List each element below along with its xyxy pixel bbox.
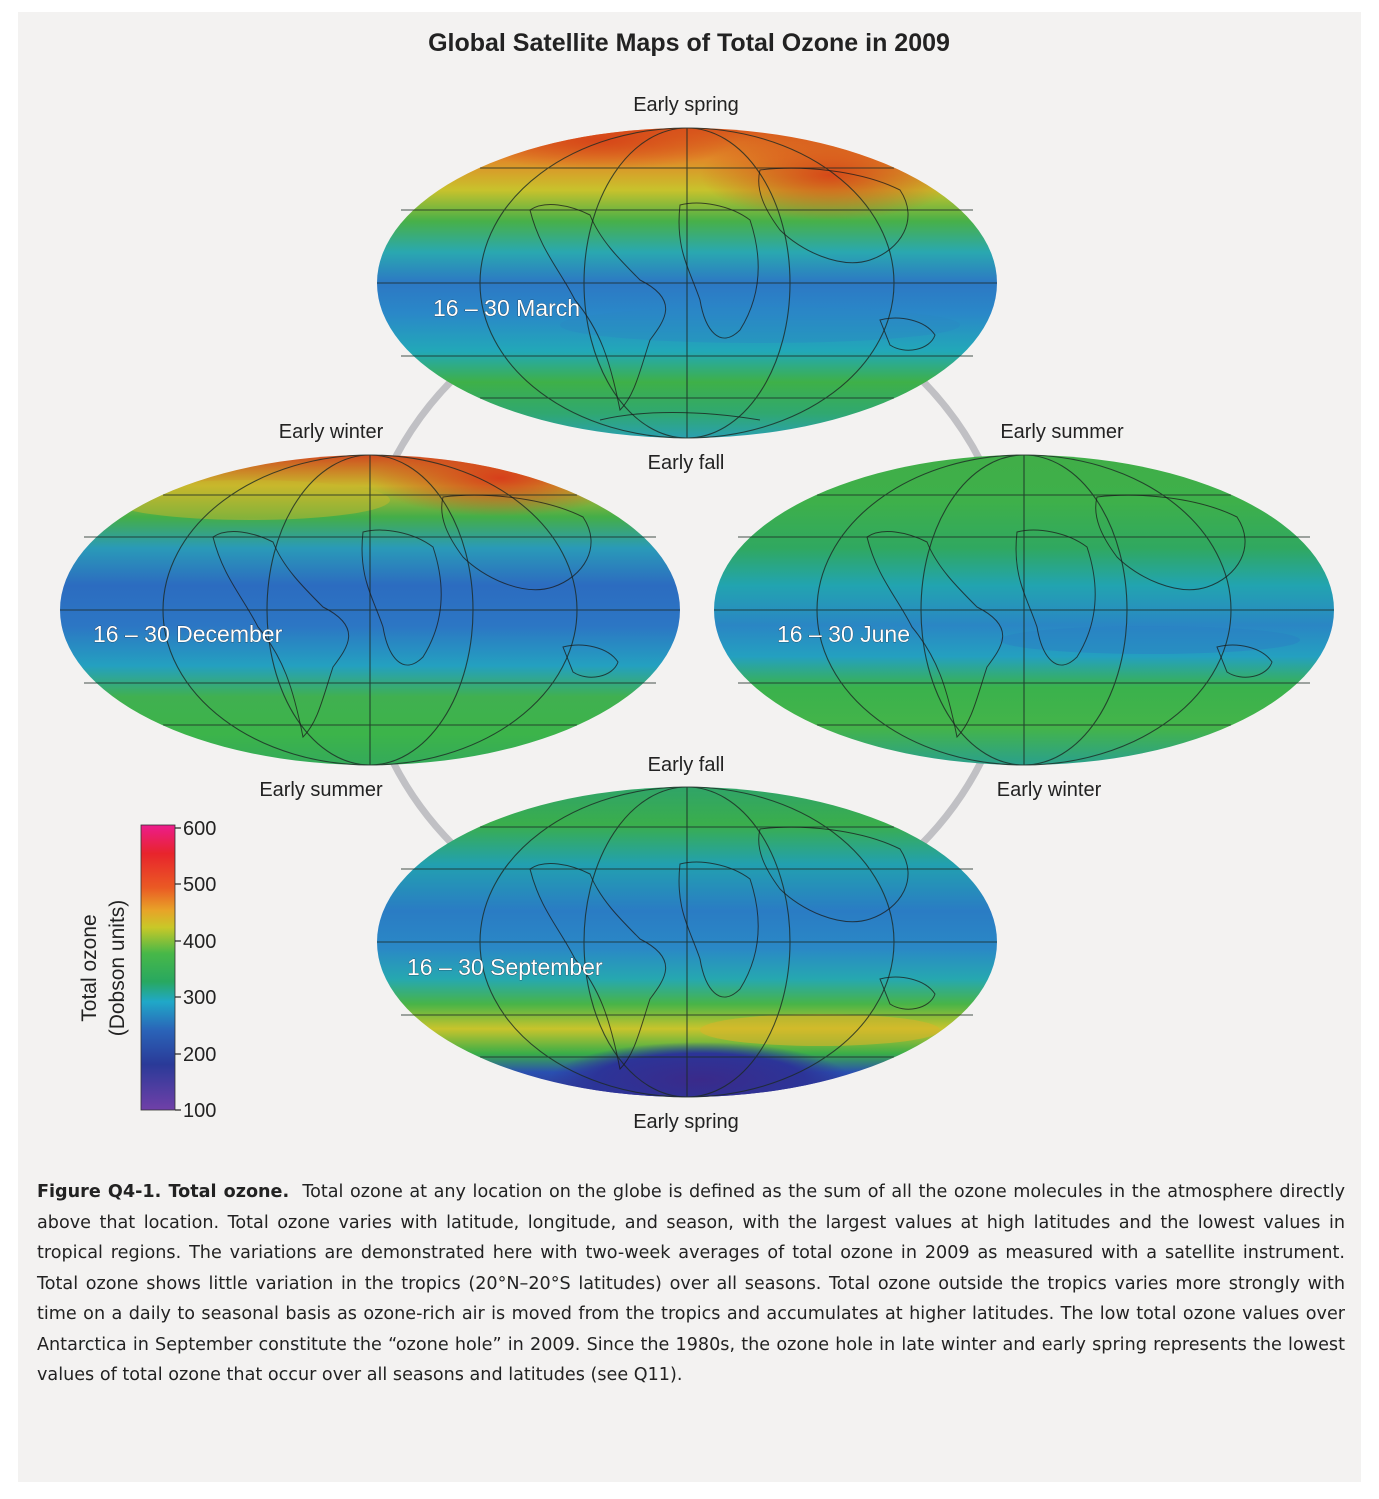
colorbar: 600 500 400 300 200 100 Total ozone (Dob… (78, 818, 216, 1122)
colorbar-tick-100: 100 (183, 1100, 216, 1122)
period-label-june: 16 – 30 June (777, 621, 910, 647)
season-label-september-bottom: Early spring (633, 1111, 739, 1133)
figure-caption: Figure Q4-1. Total ozone. Total ozone at… (37, 1177, 1345, 1391)
colorbar-tick-500: 500 (183, 874, 216, 896)
figure-title: Global Satellite Maps of Total Ozone in … (428, 29, 950, 57)
season-label-december-top: Early winter (279, 421, 384, 443)
map-december (60, 454, 680, 766)
period-label-march: 16 – 30 March (433, 295, 580, 321)
colorbar-tick-300: 300 (183, 987, 216, 1009)
season-label-march-top: Early spring (633, 94, 739, 116)
season-label-september-top: Early fall (648, 754, 725, 776)
colorbar-tick-200: 200 (183, 1044, 216, 1066)
map-june (714, 454, 1334, 766)
map-march (377, 127, 997, 439)
colorbar-tick-400: 400 (183, 931, 216, 953)
colorbar-tick-600: 600 (183, 818, 216, 840)
period-label-december: 16 – 30 December (93, 621, 283, 647)
colorbar-gradient (140, 824, 176, 1111)
ozone-figure: Global Satellite Maps of Total Ozone in … (60, 29, 1334, 1133)
season-label-june-top: Early summer (1000, 421, 1124, 443)
period-label-september: 16 – 30 September (407, 954, 603, 980)
season-label-march-bottom: Early fall (648, 452, 725, 474)
colorbar-label-line1: Total ozone (78, 914, 101, 1021)
caption-label: Figure Q4-1. Total ozone. (37, 1182, 290, 1202)
map-september (377, 786, 997, 1098)
colorbar-label-line2: (Dobson units) (106, 900, 129, 1037)
caption-text: Total ozone at any location on the globe… (37, 1182, 1345, 1385)
season-label-december-bottom: Early summer (259, 779, 383, 801)
season-label-june-bottom: Early winter (997, 779, 1102, 801)
